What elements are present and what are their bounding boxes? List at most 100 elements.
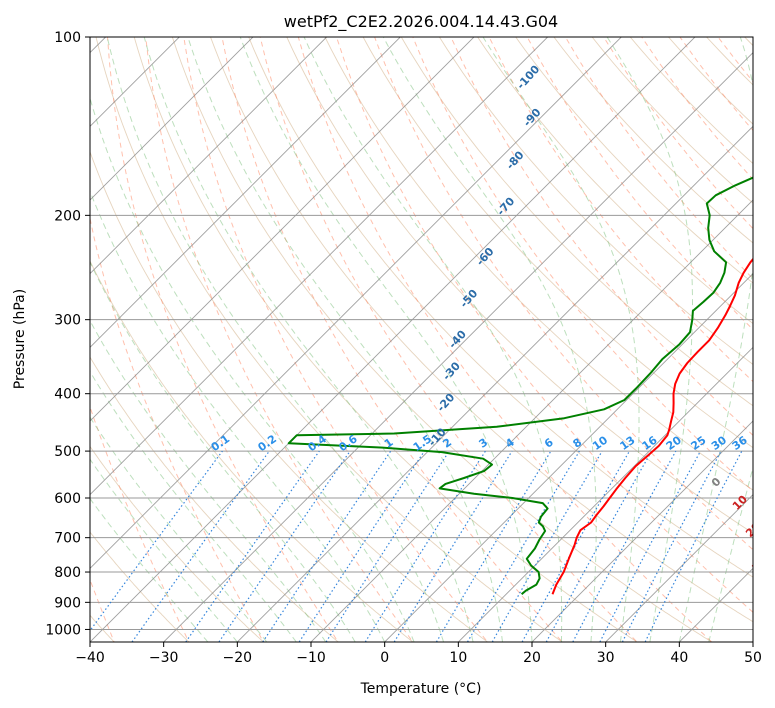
moist-adiabat <box>482 37 640 642</box>
dry-adiabat <box>438 37 753 365</box>
dry-adiabat-label: -90 <box>521 106 544 130</box>
y-tick-label: 200 <box>54 208 81 224</box>
x-tick-label: 40 <box>670 650 688 666</box>
isotherm <box>90 37 475 422</box>
dry-adiabat <box>591 37 753 204</box>
dry-adiabat <box>553 37 753 244</box>
axis-ticks: −40 −30 −20 −10 0 10 20 30 40 5010020030040050060… <box>45 30 762 666</box>
moist-adiabat <box>90 458 238 642</box>
mixing-ratio-label: 16 <box>640 433 660 453</box>
x-tick-label: 0 <box>380 650 389 666</box>
dry-adiabat-dashed <box>412 37 753 492</box>
y-tick-label: 800 <box>54 565 81 581</box>
mixing-ratio-line <box>298 450 425 642</box>
x-tick-label: −30 <box>149 650 179 666</box>
moist-adiabat <box>303 37 563 642</box>
y-tick-label: 600 <box>54 491 81 507</box>
dry-adiabat <box>400 37 753 407</box>
mixing-ratio-line <box>262 450 392 642</box>
moist-adiabat <box>382 37 597 642</box>
isotherm <box>163 52 753 642</box>
dry-adiabat <box>744 37 753 47</box>
dry-adiabat-label: -30 <box>440 359 463 383</box>
dry-adiabat-dashed <box>183 37 489 642</box>
dry-adiabat-dashed <box>374 37 753 551</box>
x-tick-label: 50 <box>744 650 762 666</box>
moist-adiabat <box>678 37 753 642</box>
isotherm <box>90 37 401 348</box>
moist-adiabat <box>90 260 356 642</box>
y-tick-label: 1000 <box>45 622 81 638</box>
isotherm <box>90 37 549 496</box>
dry-adiabat <box>705 37 753 86</box>
dry-adiabat <box>90 150 489 642</box>
mixing-ratio-label: 30 <box>709 433 729 453</box>
moist-adiabat <box>106 37 445 642</box>
moist-adiabat <box>90 416 268 642</box>
isotherm <box>384 273 753 642</box>
dry-adiabat-dashed <box>717 37 753 83</box>
isotherm <box>457 346 753 642</box>
moist-adiabat-label: 30 <box>749 554 769 574</box>
moist-adiabat <box>187 37 503 642</box>
dry-adiabat-dashed <box>564 37 753 280</box>
mixing-ratio-label: 25 <box>689 433 709 452</box>
dry-adiabat <box>90 259 414 642</box>
moist-adiabat <box>606 37 693 642</box>
mixing-ratio-line <box>545 450 653 642</box>
y-tick-label: 300 <box>54 313 81 329</box>
dry-adiabat <box>133 37 638 642</box>
dry-adiabat <box>362 37 753 449</box>
isotherm <box>236 125 753 642</box>
dry-adiabat-label: -60 <box>474 245 497 269</box>
dry-adiabat <box>324 37 753 491</box>
y-tick-label: 400 <box>54 387 81 403</box>
y-tick-label: 700 <box>54 531 81 547</box>
dry-adiabat-label: -40 <box>446 327 469 351</box>
dry-adiabat <box>248 37 753 578</box>
dry-adiabat <box>95 37 564 642</box>
moist-adiabat-label: 20 <box>743 520 763 540</box>
dry-adiabat-dashed <box>526 37 753 331</box>
y-tick-label: 100 <box>54 30 81 46</box>
mixing-ratio-label: 36 <box>730 433 750 453</box>
temperature-profile <box>551 257 753 595</box>
moist-adiabat <box>708 465 753 642</box>
moist-adiabat <box>90 370 297 642</box>
dry-adiabat <box>477 37 753 325</box>
y-axis-label: Pressure (hPa) <box>12 289 28 389</box>
dry-adiabat-dashed <box>90 578 115 642</box>
mixing-ratio-line <box>644 450 743 642</box>
dry-adiabat-dashed <box>221 37 563 642</box>
profile-lines <box>287 176 753 595</box>
dry-adiabat-label: -70 <box>494 194 517 218</box>
y-tick-label: 900 <box>54 595 81 611</box>
mixing-ratio-label: 6 <box>542 436 556 451</box>
dry-adiabat <box>667 37 753 125</box>
moist-adiabat <box>239 37 533 642</box>
moist-adiabat <box>143 37 474 642</box>
y-tick-label: 500 <box>54 444 81 460</box>
moist-adiabat <box>90 189 386 642</box>
mixing-ratio-line <box>131 450 270 642</box>
x-tick-label: −20 <box>223 650 253 666</box>
isotherm <box>90 37 180 127</box>
moist-adiabat <box>90 319 327 642</box>
chart-title: wetPf2_C2E2.2026.004.14.43.G04 <box>284 12 558 32</box>
isotherm <box>310 199 753 642</box>
dry-adiabat <box>286 37 753 534</box>
dry-adiabat <box>770 24 775 654</box>
dry-adiabat-dashed <box>336 37 753 614</box>
dry-adiabat-dashed <box>450 37 753 436</box>
plot-frame <box>89 36 754 643</box>
moist-adiabat-label: 0 <box>709 475 724 490</box>
mixing-ratio-line <box>572 450 677 642</box>
dewpoint-profile <box>287 176 753 595</box>
dry-adiabat-dashed <box>107 37 339 642</box>
background-lines <box>90 24 775 654</box>
mixing-ratio-label: 13 <box>617 434 637 453</box>
dry-adiabat <box>90 445 265 642</box>
dry-adiabat-dashed <box>145 37 414 642</box>
x-tick-label: 30 <box>597 650 615 666</box>
dry-adiabat-dashed <box>90 216 265 642</box>
